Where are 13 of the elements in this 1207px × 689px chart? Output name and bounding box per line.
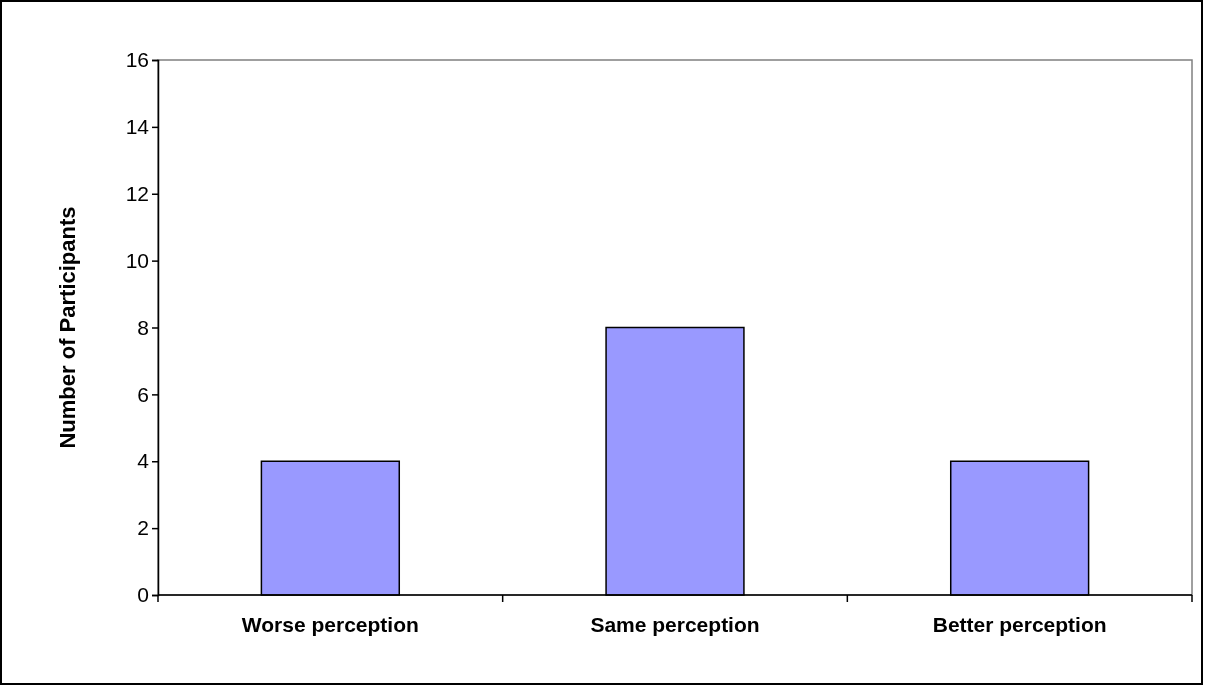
- y-tick-label: 2: [137, 516, 149, 540]
- y-tick-label: 12: [125, 181, 149, 205]
- x-tick-label: Better perception: [932, 612, 1107, 636]
- y-tick-label: 4: [137, 449, 150, 473]
- y-tick-label: 6: [137, 382, 149, 406]
- x-tick-label: Same perception: [590, 612, 760, 636]
- y-tick-label: 14: [125, 115, 150, 139]
- y-tick-label: 0: [137, 583, 149, 607]
- y-tick-label: 10: [125, 248, 149, 272]
- y-axis-title: Number of Participants: [55, 206, 80, 449]
- y-tick-label: 16: [125, 48, 149, 72]
- x-tick-label: Worse perception: [241, 612, 419, 636]
- y-tick-label: 8: [137, 315, 149, 339]
